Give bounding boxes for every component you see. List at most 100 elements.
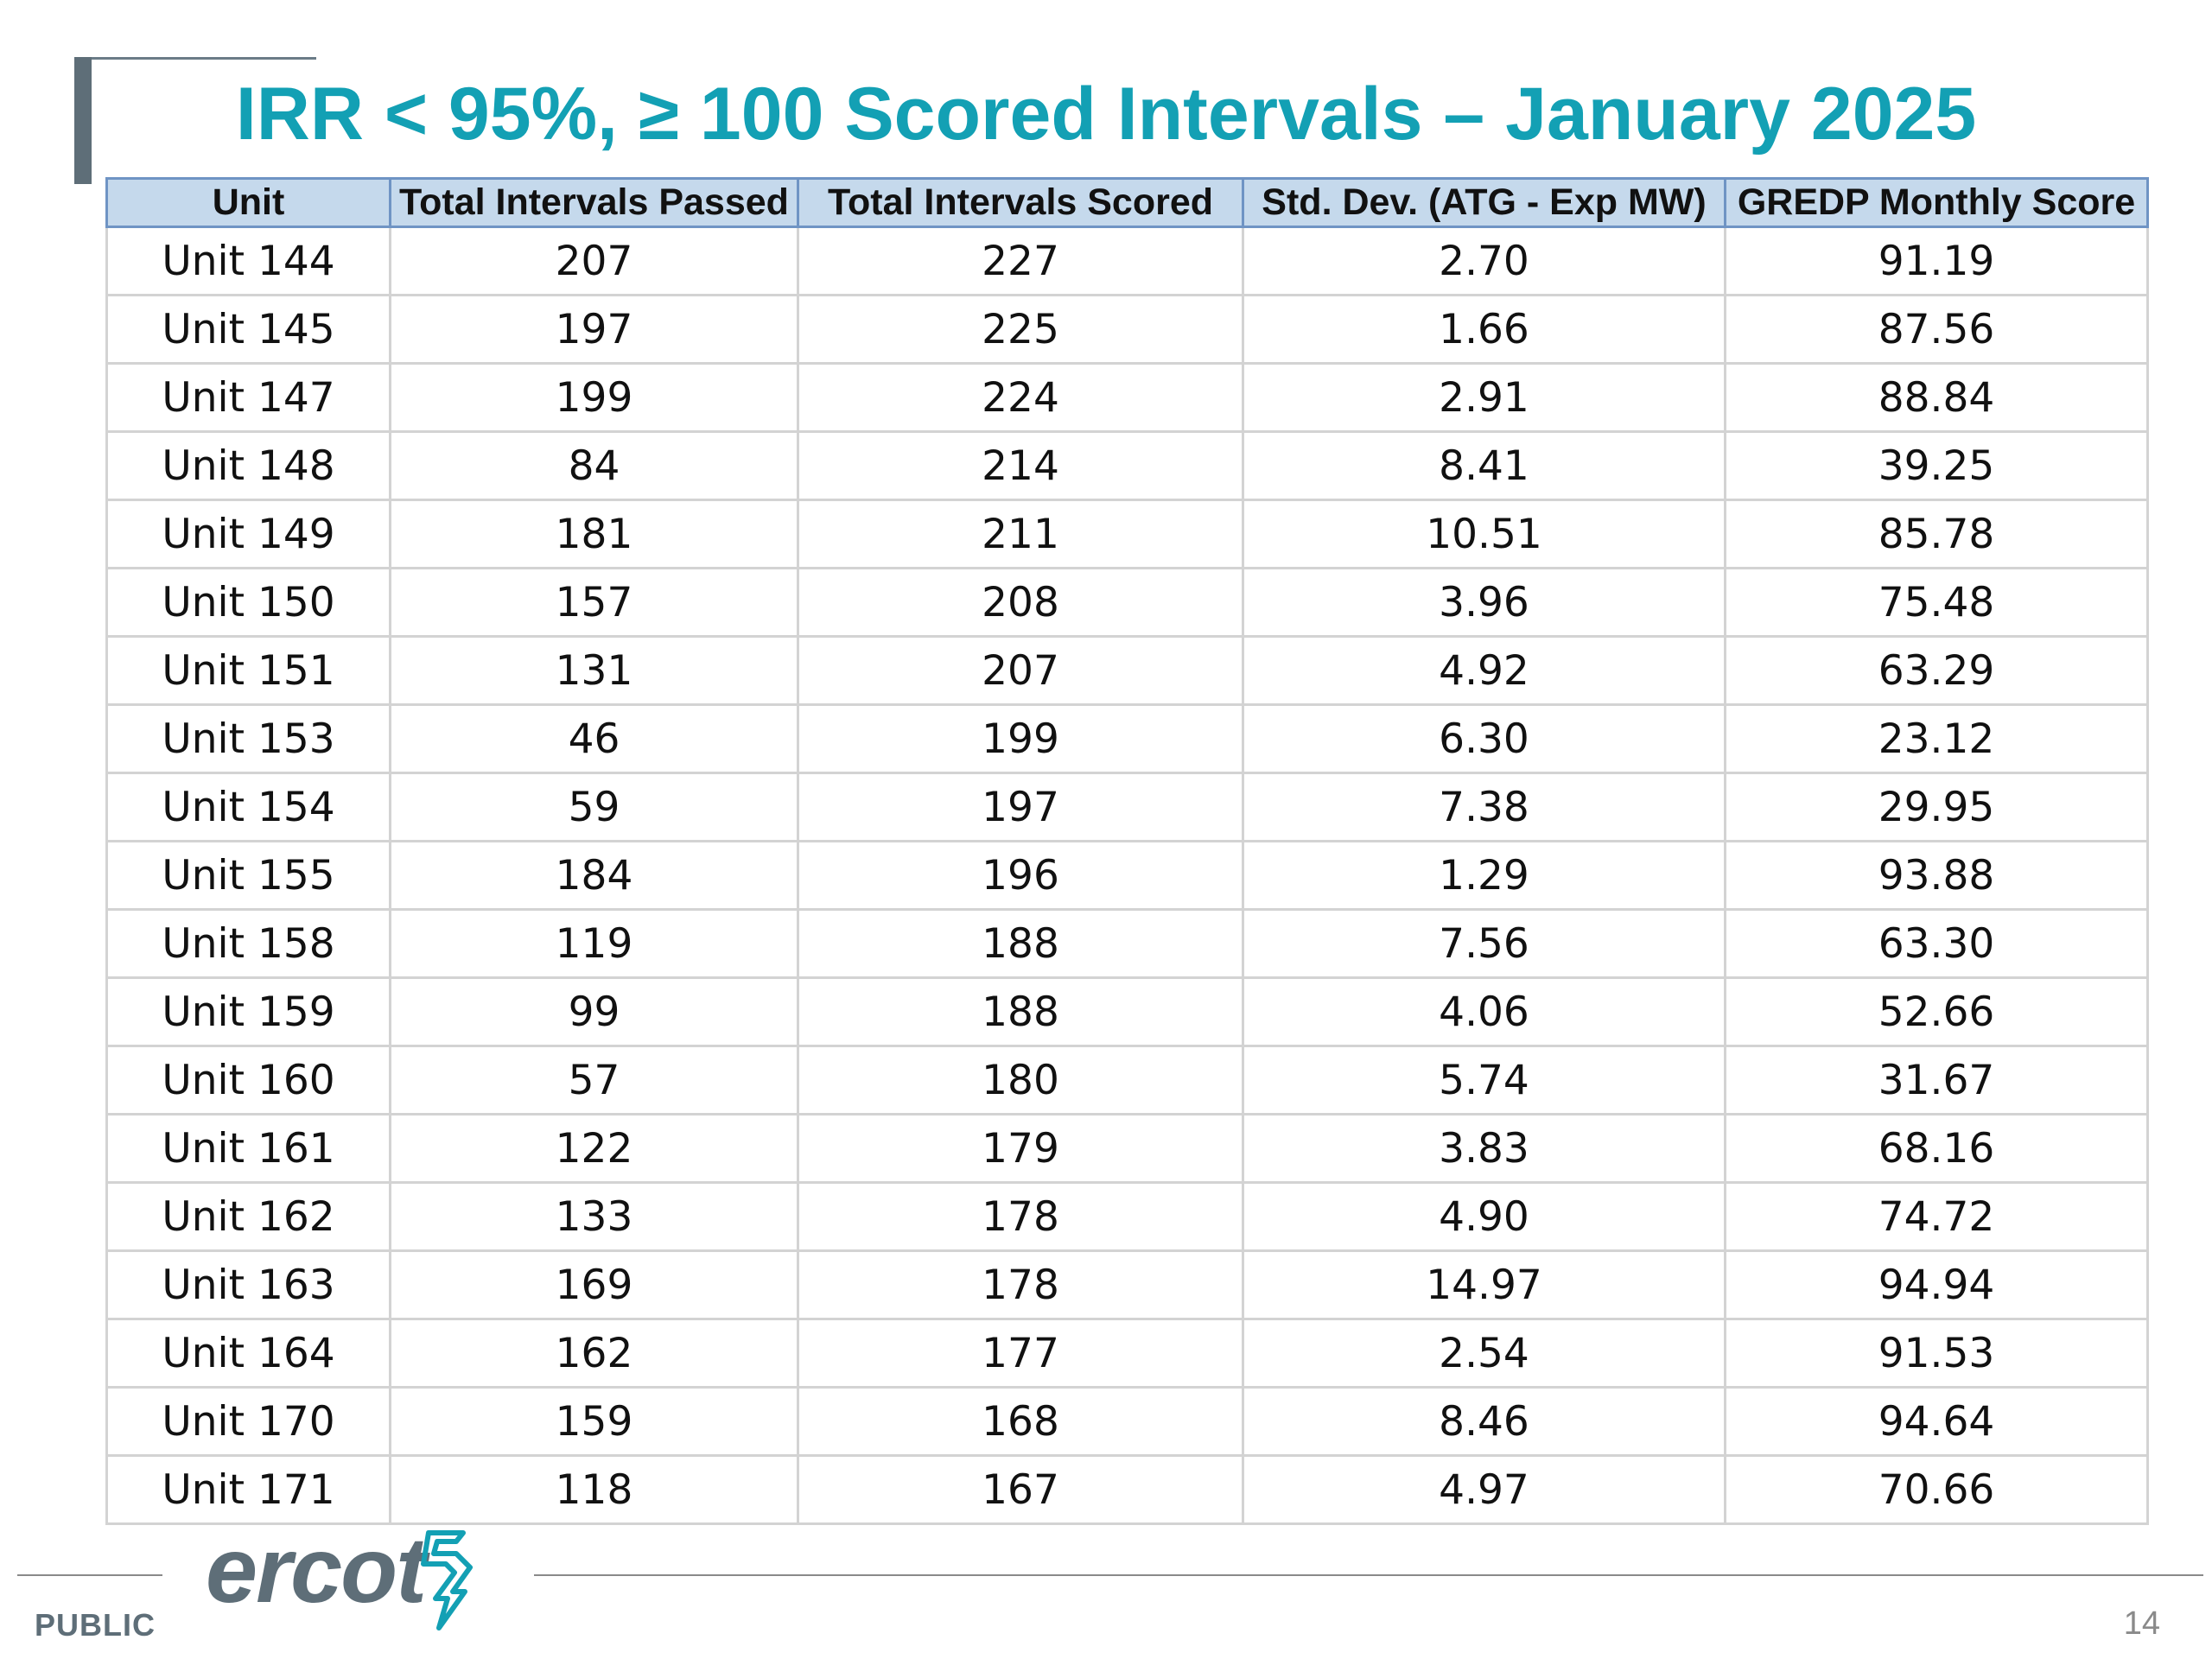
cell-gredp-monthly-score: 63.29 (1724, 635, 2149, 706)
cell-gredp-monthly-score: 29.95 (1724, 772, 2149, 842)
cell-total-intervals-scored: 178 (797, 1181, 1244, 1252)
cell-total-intervals-scored: 227 (797, 226, 1244, 296)
cell-total-intervals-scored: 180 (797, 1045, 1244, 1116)
cell-total-intervals-scored: 207 (797, 635, 1244, 706)
cell-unit: Unit 151 (105, 635, 391, 706)
cell-total-intervals-passed: 199 (389, 362, 799, 433)
classification-label: PUBLIC (35, 1607, 156, 1643)
header-gredp-monthly-score: GREDP Monthly Score (1724, 177, 2149, 228)
cell-unit: Unit 153 (105, 703, 391, 774)
cell-total-intervals-passed: 162 (389, 1318, 799, 1389)
table-row: Unit 155 184 196 1.29 93.88 (105, 840, 2149, 911)
cell-total-intervals-passed: 159 (389, 1386, 799, 1457)
cell-total-intervals-scored: 211 (797, 499, 1244, 569)
table-row: Unit 164 162 177 2.54 91.53 (105, 1318, 2149, 1389)
table-row: Unit 144 207 227 2.70 91.19 (105, 226, 2149, 296)
cell-gredp-monthly-score: 94.94 (1724, 1249, 2149, 1320)
cell-std-dev: 8.46 (1242, 1386, 1726, 1457)
cell-std-dev: 7.38 (1242, 772, 1726, 842)
cell-gredp-monthly-score: 52.66 (1724, 976, 2149, 1047)
table-row: Unit 154 59 197 7.38 29.95 (105, 772, 2149, 842)
cell-total-intervals-scored: 167 (797, 1454, 1244, 1525)
cell-total-intervals-scored: 179 (797, 1113, 1244, 1184)
cell-gredp-monthly-score: 75.48 (1724, 567, 2149, 638)
ercot-lightning-mark-icon (421, 1530, 473, 1630)
cell-unit: Unit 164 (105, 1318, 391, 1389)
cell-gredp-monthly-score: 68.16 (1724, 1113, 2149, 1184)
cell-total-intervals-passed: 119 (389, 908, 799, 979)
cell-gredp-monthly-score: 70.66 (1724, 1454, 2149, 1525)
page-number: 14 (2123, 1605, 2160, 1642)
cell-unit: Unit 149 (105, 499, 391, 569)
cell-std-dev: 4.90 (1242, 1181, 1726, 1252)
cell-total-intervals-scored: 188 (797, 976, 1244, 1047)
cell-total-intervals-passed: 46 (389, 703, 799, 774)
cell-gredp-monthly-score: 94.64 (1724, 1386, 2149, 1457)
cell-total-intervals-passed: 181 (389, 499, 799, 569)
cell-gredp-monthly-score: 23.12 (1724, 703, 2149, 774)
cell-unit: Unit 147 (105, 362, 391, 433)
cell-std-dev: 4.92 (1242, 635, 1726, 706)
cell-total-intervals-scored: 225 (797, 294, 1244, 365)
cell-total-intervals-passed: 157 (389, 567, 799, 638)
cell-gredp-monthly-score: 31.67 (1724, 1045, 2149, 1116)
cell-gredp-monthly-score: 91.53 (1724, 1318, 2149, 1389)
slide-title: IRR < 95%, ≥ 100 Scored Intervals – Janu… (235, 73, 1977, 156)
cell-total-intervals-passed: 184 (389, 840, 799, 911)
cell-total-intervals-scored: 199 (797, 703, 1244, 774)
logo-wordmark: ercot (206, 1517, 427, 1622)
cell-total-intervals-passed: 122 (389, 1113, 799, 1184)
header-std-dev: Std. Dev. (ATG - Exp MW) (1242, 177, 1726, 228)
footer-divider-right (534, 1574, 2203, 1576)
cell-unit: Unit 154 (105, 772, 391, 842)
header-total-intervals-passed: Total Intervals Passed (389, 177, 799, 228)
table-row: Unit 163 169 178 14.97 94.94 (105, 1249, 2149, 1320)
data-table: Unit Total Intervals Passed Total Interv… (105, 177, 2149, 1525)
cell-std-dev: 7.56 (1242, 908, 1726, 979)
cell-std-dev: 4.97 (1242, 1454, 1726, 1525)
cell-total-intervals-passed: 169 (389, 1249, 799, 1320)
cell-unit: Unit 150 (105, 567, 391, 638)
table-row: Unit 151 131 207 4.92 63.29 (105, 635, 2149, 706)
footer-divider-left (17, 1574, 162, 1576)
table-row: Unit 170 159 168 8.46 94.64 (105, 1386, 2149, 1457)
cell-std-dev: 2.70 (1242, 226, 1726, 296)
ercot-logo: ercot (206, 1522, 491, 1635)
cell-std-dev: 5.74 (1242, 1045, 1726, 1116)
cell-unit: Unit 148 (105, 430, 391, 501)
cell-total-intervals-scored: 196 (797, 840, 1244, 911)
table-row: Unit 161 122 179 3.83 68.16 (105, 1113, 2149, 1184)
table-body: Unit 144 207 227 2.70 91.19 Unit 145 197 225 1.6… (105, 226, 2149, 1525)
cell-std-dev: 4.06 (1242, 976, 1726, 1047)
cell-unit: Unit 171 (105, 1454, 391, 1525)
cell-total-intervals-passed: 133 (389, 1181, 799, 1252)
cell-total-intervals-passed: 84 (389, 430, 799, 501)
table-row: Unit 159 99 188 4.06 52.66 (105, 976, 2149, 1047)
cell-gredp-monthly-score: 39.25 (1724, 430, 2149, 501)
cell-total-intervals-passed: 57 (389, 1045, 799, 1116)
cell-std-dev: 3.96 (1242, 567, 1726, 638)
cell-std-dev: 3.83 (1242, 1113, 1726, 1184)
corner-accent-horizontal (74, 57, 316, 60)
cell-std-dev: 1.66 (1242, 294, 1726, 365)
cell-gredp-monthly-score: 87.56 (1724, 294, 2149, 365)
cell-unit: Unit 161 (105, 1113, 391, 1184)
cell-unit: Unit 158 (105, 908, 391, 979)
header-total-intervals-scored: Total Intervals Scored (797, 177, 1244, 228)
cell-gredp-monthly-score: 93.88 (1724, 840, 2149, 911)
cell-gredp-monthly-score: 91.19 (1724, 226, 2149, 296)
cell-total-intervals-scored: 224 (797, 362, 1244, 433)
cell-std-dev: 1.29 (1242, 840, 1726, 911)
cell-total-intervals-passed: 207 (389, 226, 799, 296)
table-header-row: Unit Total Intervals Passed Total Interv… (105, 177, 2149, 228)
table-row: Unit 148 84 214 8.41 39.25 (105, 430, 2149, 501)
table-row: Unit 162 133 178 4.90 74.72 (105, 1181, 2149, 1252)
cell-total-intervals-passed: 99 (389, 976, 799, 1047)
cell-total-intervals-scored: 177 (797, 1318, 1244, 1389)
cell-total-intervals-passed: 118 (389, 1454, 799, 1525)
cell-total-intervals-passed: 59 (389, 772, 799, 842)
data-table-container: Unit Total Intervals Passed Total Interv… (105, 177, 2149, 1525)
cell-unit: Unit 145 (105, 294, 391, 365)
cell-total-intervals-scored: 214 (797, 430, 1244, 501)
cell-std-dev: 6.30 (1242, 703, 1726, 774)
